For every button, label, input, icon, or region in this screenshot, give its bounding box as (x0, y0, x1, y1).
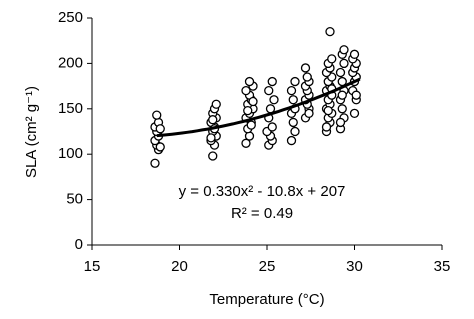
y-tick-label: 200 (58, 54, 83, 71)
data-point (335, 117, 346, 128)
data-point (206, 133, 216, 143)
y-axis-label: SLA (cm² g⁻¹) (23, 86, 40, 178)
trendline (156, 77, 361, 138)
data-point (267, 76, 277, 87)
data-point (339, 58, 349, 69)
y-tick-label: 100 (58, 145, 83, 162)
data-point (300, 63, 311, 73)
y-tick-label: 250 (58, 9, 83, 26)
data-point (241, 138, 251, 148)
data-point (241, 85, 251, 96)
y-tick-label: 150 (58, 100, 83, 117)
data-point (323, 105, 333, 116)
data-point (155, 124, 165, 134)
x-tick-label: 15 (84, 258, 101, 275)
data-point (349, 108, 360, 118)
y-tick-label: 50 (66, 191, 83, 208)
data-point (244, 76, 255, 87)
data-point (286, 135, 297, 146)
data-point (211, 99, 221, 109)
data-point (288, 95, 298, 105)
data-point (152, 110, 162, 120)
data-point (155, 142, 165, 152)
x-tick-label: 25 (259, 258, 276, 275)
data-point (325, 26, 335, 37)
x-tick-label: 30 (346, 258, 363, 275)
data-point (208, 115, 218, 125)
r-squared: R² = 0.49 (231, 205, 293, 222)
data-point (248, 96, 258, 107)
equation: y = 0.330x² - 10.8x + 207 (179, 183, 346, 200)
data-point (302, 72, 312, 82)
data-point (208, 151, 218, 161)
x-axis-label: Temperature (°C) (209, 291, 324, 308)
data-point (246, 120, 256, 130)
data-point (337, 104, 347, 114)
data-point (349, 49, 360, 59)
data-point (264, 85, 274, 96)
data-point (243, 105, 253, 116)
data-point (288, 117, 298, 128)
data-point (290, 126, 300, 137)
data-point (351, 90, 361, 100)
data-point (337, 90, 347, 100)
data-point (327, 54, 337, 64)
data-point (321, 122, 332, 132)
data-point (304, 108, 314, 118)
x-tick-label: 20 (171, 258, 188, 275)
data-point (335, 67, 346, 78)
data-point (290, 76, 300, 87)
data-point (339, 45, 349, 55)
data-point (286, 85, 297, 96)
x-tick-label: 35 (434, 258, 451, 275)
y-tick-label: 0 (75, 236, 83, 253)
data-point (150, 158, 160, 168)
data-point (267, 122, 277, 132)
data-point (269, 95, 279, 105)
